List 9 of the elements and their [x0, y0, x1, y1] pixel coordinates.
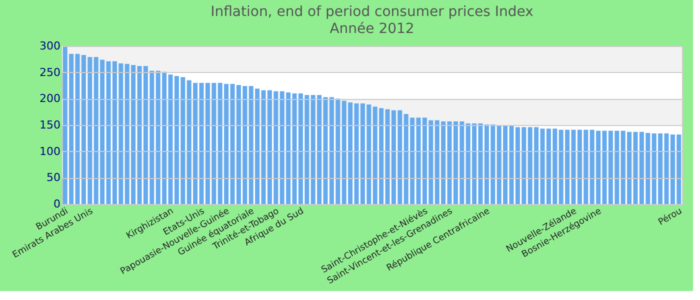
y-tick-label: 300: [40, 40, 60, 52]
y-tick-label: 100: [40, 144, 60, 158]
chart-subtitle: Année 2012: [330, 21, 414, 37]
chart-title: Inflation, end of period consumer prices Index: [210, 4, 534, 20]
y-tick-label: 200: [40, 92, 60, 106]
y-tick-label: 50: [46, 171, 60, 184]
y-tick-label: 150: [40, 118, 60, 132]
y-tick-label: 0: [54, 198, 60, 210]
y-tick-label: 250: [40, 66, 60, 79]
